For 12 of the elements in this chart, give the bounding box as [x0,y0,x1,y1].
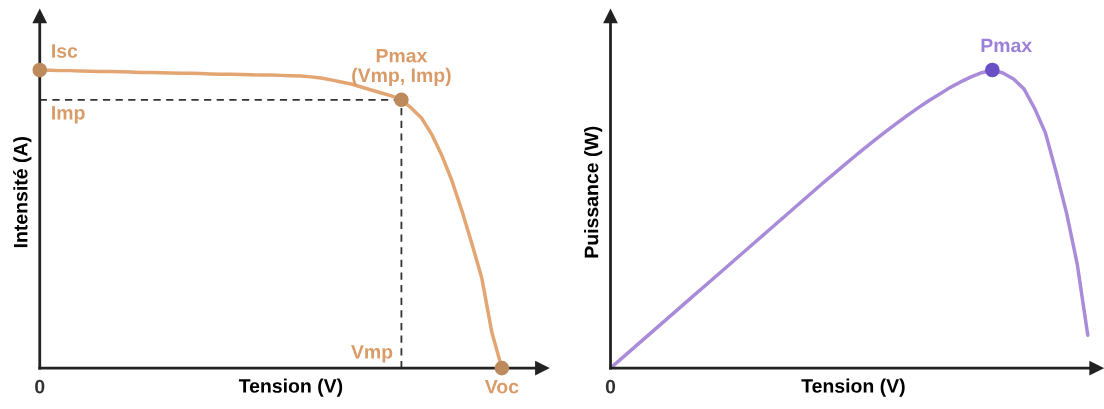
text: 0 [605,379,616,394]
y-axis-title: Puissance (W) [584,126,603,258]
text: 0 [35,379,45,394]
y-axis-title: Intensité (A) [13,137,32,248]
annotation: Pmax [981,38,1033,53]
annotation: Imp [52,106,85,124]
x-axis-title: Tension (V) [238,378,343,397]
annotation: Isc [52,44,78,58]
annotation: Pmax (Vmp, Imp) [352,48,451,86]
annotation: Voc [484,379,519,394]
x-axis-title: Tension (V) [801,378,905,397]
annotation: Vmp [351,345,393,363]
